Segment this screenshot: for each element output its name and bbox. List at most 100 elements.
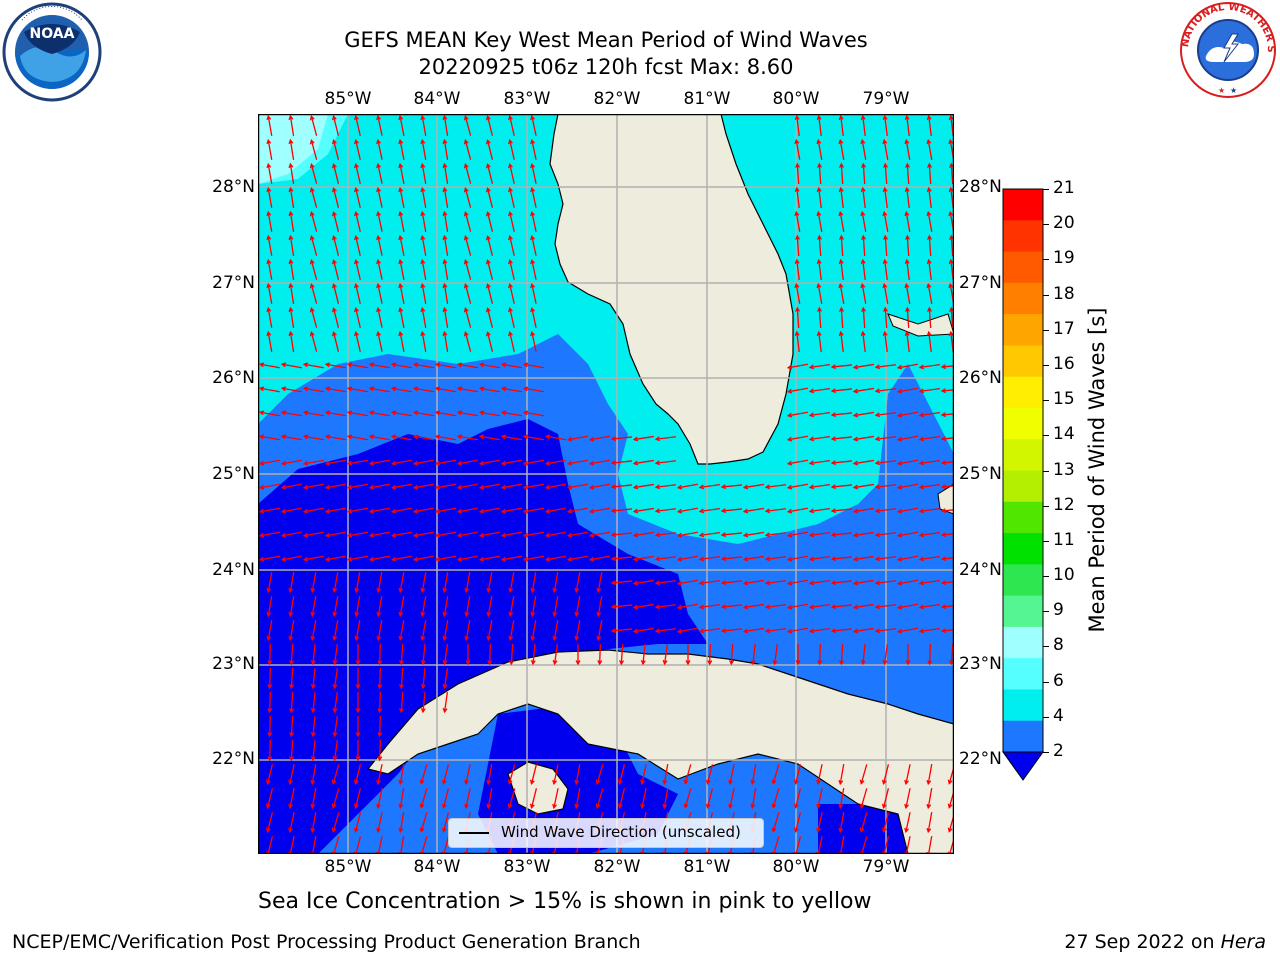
- wave-direction-arrowhead: [632, 556, 639, 562]
- wave-direction-arrowhead: [288, 587, 294, 594]
- wave-direction-arrow: [530, 764, 538, 784]
- wave-direction-arrow: [590, 435, 610, 441]
- wave-direction-arrow: [289, 188, 295, 208]
- wave-direction-arrowhead: [676, 580, 683, 586]
- wave-direction-arrowhead: [390, 532, 397, 538]
- wave-direction-arrow: [524, 531, 544, 537]
- wave-direction-arrow: [443, 572, 449, 592]
- wave-direction-arrowhead: [632, 484, 639, 490]
- wave-direction-arrowhead: [463, 283, 469, 289]
- wave-direction-arrow: [875, 436, 897, 440]
- wave-direction-arrowhead: [596, 611, 602, 618]
- wave-direction-arrow: [509, 308, 515, 328]
- wave-direction-arrow: [530, 788, 538, 808]
- wave-direction-arrow: [905, 212, 911, 232]
- wave-direction-arrow: [332, 284, 340, 304]
- wave-direction-arrow: [370, 435, 390, 441]
- wave-direction-arrowhead: [948, 114, 954, 121]
- wave-direction-arrow: [436, 459, 456, 465]
- wave-direction-arrowhead: [302, 460, 309, 466]
- wave-direction-arrow: [399, 596, 405, 616]
- wave-direction-arrow: [399, 812, 405, 832]
- wave-direction-arrowhead: [794, 114, 800, 121]
- wave-direction-arrow: [905, 284, 911, 304]
- wave-direction-arrow: [464, 188, 472, 208]
- wave-direction-arrowhead: [331, 330, 337, 337]
- wave-direction-arrow: [700, 627, 720, 633]
- wave-direction-arrowhead: [390, 460, 397, 466]
- wave-direction-arrowhead: [874, 580, 881, 586]
- wave-direction-arrow: [788, 387, 808, 393]
- wave-direction-arrow: [531, 212, 537, 232]
- wave-direction-arrow: [332, 140, 340, 160]
- wave-direction-arrow: [920, 603, 940, 609]
- wave-direction-arrow: [399, 260, 405, 280]
- wave-direction-arrowhead: [940, 604, 946, 610]
- wave-direction-arrow: [282, 459, 302, 465]
- wave-direction-arrow: [458, 555, 478, 561]
- wave-direction-arrowhead: [742, 628, 749, 634]
- wave-direction-arrowhead: [610, 604, 616, 610]
- wave-direction-arrow: [524, 411, 544, 417]
- wave-direction-arrowhead: [420, 587, 426, 594]
- wave-direction-arrow: [312, 739, 316, 761]
- wave-direction-arrowhead: [926, 779, 932, 786]
- wave-direction-arrow: [355, 308, 361, 328]
- wave-direction-arrowhead: [852, 508, 859, 514]
- wave-direction-arrow: [840, 235, 844, 257]
- wave-direction-arrow: [289, 812, 295, 832]
- wave-direction-arrowhead: [947, 779, 953, 785]
- wave-direction-arrowhead: [544, 484, 551, 490]
- wave-direction-arrowhead: [808, 532, 815, 538]
- wave-direction-arrow: [355, 596, 361, 616]
- wave-direction-arrowhead: [632, 604, 639, 610]
- wave-direction-arrow: [508, 764, 516, 784]
- wave-direction-arrow: [414, 507, 434, 513]
- wave-direction-arrowhead: [302, 532, 309, 538]
- wave-direction-arrow: [509, 116, 515, 136]
- wave-direction-arrowhead: [390, 556, 397, 562]
- wave-direction-arrow: [442, 764, 450, 784]
- wave-direction-arrow: [818, 259, 822, 281]
- wave-direction-arrow: [854, 531, 874, 537]
- lat-label-left: 23°N: [212, 654, 255, 674]
- wave-direction-arrow: [678, 531, 698, 537]
- wave-direction-arrowhead: [859, 827, 865, 833]
- wave-direction-arrowhead: [729, 660, 735, 666]
- colorbar-extend-triangle: [1002, 751, 1044, 781]
- wave-direction-arrowhead: [852, 556, 859, 562]
- wave-direction-arrow: [882, 812, 890, 832]
- wave-direction-arrow: [721, 580, 743, 584]
- wave-direction-arrowhead: [376, 779, 382, 786]
- wave-direction-arrow: [840, 163, 844, 185]
- colorbar-swatch: [1003, 533, 1043, 565]
- wave-direction-arrow: [684, 788, 692, 808]
- wave-direction-arrowhead: [742, 604, 749, 610]
- wave-direction-arrowhead: [332, 755, 338, 762]
- wave-direction-arrowhead: [552, 635, 558, 642]
- wave-direction-arrow: [310, 164, 318, 184]
- wave-direction-arrow: [721, 628, 743, 632]
- wave-direction-arrowhead: [839, 306, 845, 312]
- wave-direction-arrowhead: [289, 732, 295, 738]
- wave-direction-arrowhead: [332, 659, 338, 666]
- wave-direction-arrow: [502, 555, 522, 561]
- wave-direction-arrow: [392, 531, 412, 537]
- wave-direction-arrow: [458, 387, 478, 393]
- colorbar-tick-mark: [1043, 576, 1049, 578]
- map-title: GEFS MEAN Key West Mean Period of Wind W…: [344, 28, 868, 52]
- wave-direction-arrow: [326, 459, 346, 465]
- wave-direction-arrowhead: [355, 660, 361, 666]
- wave-direction-arrow: [348, 363, 368, 369]
- wave-direction-arrow: [348, 531, 368, 537]
- wave-direction-arrow: [399, 836, 405, 854]
- wave-direction-arrow: [531, 332, 537, 352]
- wave-direction-arrow: [700, 483, 720, 489]
- colorbar-tick-mark: [1043, 400, 1049, 402]
- wave-direction-arrow: [524, 435, 544, 441]
- colorbar-tick-label: 14: [1053, 424, 1075, 445]
- wave-direction-arrowhead: [654, 628, 661, 634]
- wave-direction-arrowhead: [376, 827, 382, 834]
- wave-direction-arrowhead: [442, 587, 448, 594]
- wave-direction-arrow: [458, 435, 478, 441]
